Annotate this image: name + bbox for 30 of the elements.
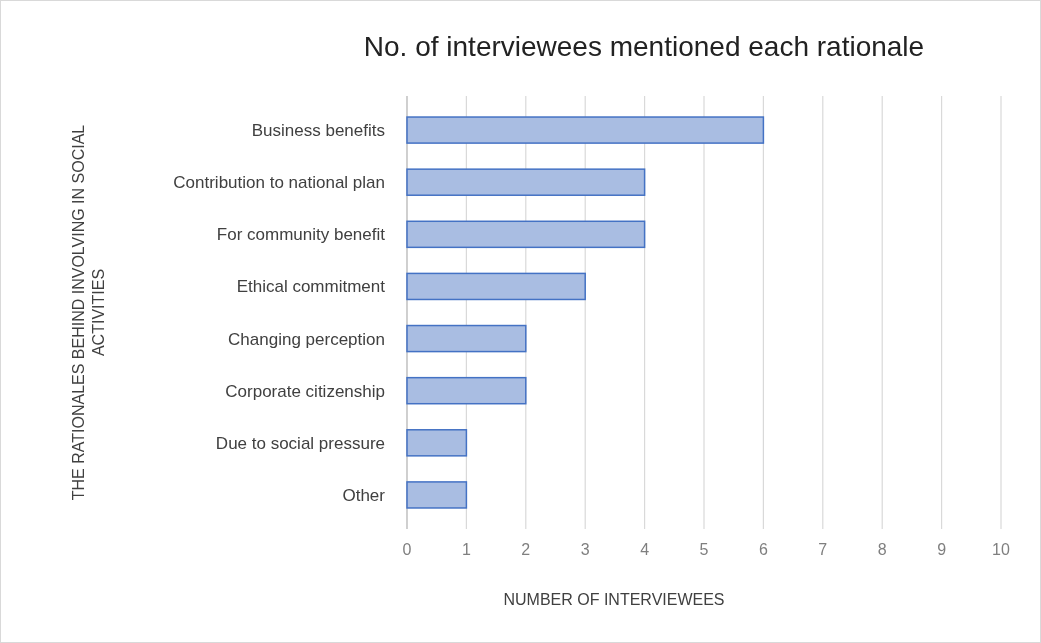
y-tick-label: Ethical commitment — [236, 277, 386, 297]
x-tick-label: 7 — [818, 541, 828, 558]
x-tick-label: 9 — [937, 541, 947, 558]
y-tick-label: For community benefit — [216, 225, 386, 245]
bar — [406, 481, 468, 509]
y-tick-label: Due to social pressure — [215, 433, 385, 453]
bar — [406, 272, 586, 301]
y-tick-label: Business benefits — [251, 121, 385, 141]
x-tick-label: 5 — [699, 541, 709, 558]
bar — [406, 220, 646, 249]
x-axis-title: NUMBER OF INTERVIEWEES — [503, 591, 725, 608]
chart-title: No. of interviewees mentioned each rationale — [363, 31, 925, 62]
x-tick-label: 3 — [580, 541, 590, 558]
bar — [406, 168, 646, 196]
bar — [406, 376, 527, 405]
y-tick-label: Other — [342, 485, 386, 505]
x-tick-label: 8 — [877, 541, 887, 558]
y-axis-title: THE RATIONALES BEHIND INVOLVING IN SOCIAL ACTIVITIES — [70, 124, 107, 501]
bar — [406, 116, 765, 144]
y-tick-label: Corporate citizenship — [225, 381, 385, 401]
y-tick-label: Changing perception — [228, 329, 385, 349]
x-tick-label: 2 — [521, 541, 531, 558]
bar — [406, 324, 527, 353]
x-tick-label: 6 — [758, 541, 768, 558]
x-tick-label: 0 — [402, 541, 412, 558]
x-tick-label: 1 — [461, 541, 471, 558]
y-tick-label: Contribution to national plan — [173, 173, 385, 193]
x-tick-label: 10 — [992, 541, 1010, 558]
x-tick-label: 4 — [640, 541, 650, 558]
bar — [406, 429, 468, 457]
